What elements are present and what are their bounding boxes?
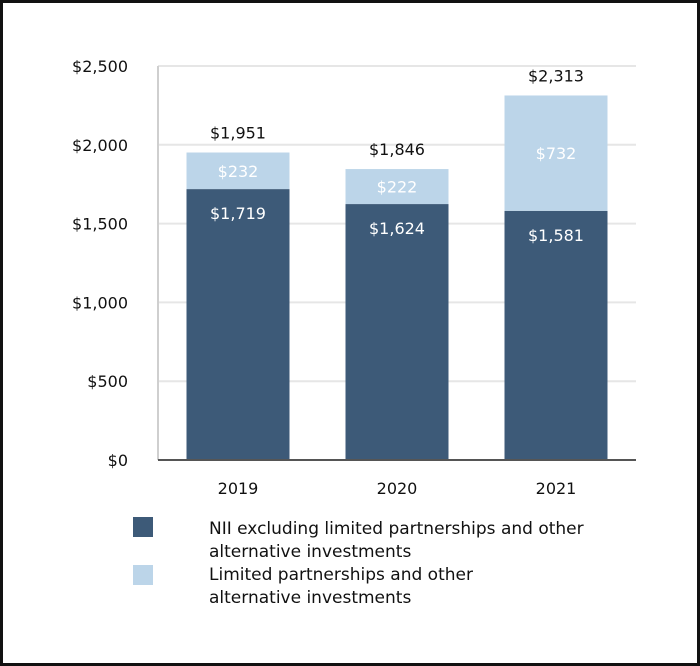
data-label-total: $2,313 <box>528 66 584 85</box>
y-tick-label: $1,500 <box>72 215 128 234</box>
y-tick-label: $2,000 <box>72 136 128 155</box>
x-tick-label: 2019 <box>218 479 259 498</box>
y-tick-label: $2,500 <box>72 57 128 76</box>
legend-label: alternative investments <box>209 588 411 608</box>
x-tick-label: 2021 <box>536 479 577 498</box>
bar-segment-nii <box>504 210 608 460</box>
data-label-alternatives: $222 <box>377 178 418 197</box>
data-label-total: $1,846 <box>369 140 425 159</box>
y-tick-label: $1,000 <box>72 293 128 312</box>
legend-label: Limited partnerships and other <box>209 565 473 585</box>
bar-segment-nii <box>345 204 449 460</box>
legend-label: alternative investments <box>209 542 411 562</box>
data-label-total: $1,951 <box>210 124 266 143</box>
legend-swatch <box>133 565 153 585</box>
legend-swatch <box>133 517 153 537</box>
data-label-nii: $1,624 <box>369 219 425 238</box>
y-tick-label: $0 <box>108 451 128 470</box>
data-label-alternatives: $232 <box>218 162 259 181</box>
y-tick-label: $500 <box>87 372 128 391</box>
bar-segment-alternatives <box>186 152 290 190</box>
data-label-nii: $1,581 <box>528 226 584 245</box>
x-tick-label: 2020 <box>377 479 418 498</box>
legend-label: NII excluding limited partnerships and o… <box>209 519 584 539</box>
bar-segment-alternatives <box>345 169 449 205</box>
bar-segment-alternatives <box>504 95 608 211</box>
data-label-nii: $1,719 <box>210 204 266 223</box>
bar-segment-nii <box>186 189 290 460</box>
data-label-alternatives: $732 <box>536 144 577 163</box>
